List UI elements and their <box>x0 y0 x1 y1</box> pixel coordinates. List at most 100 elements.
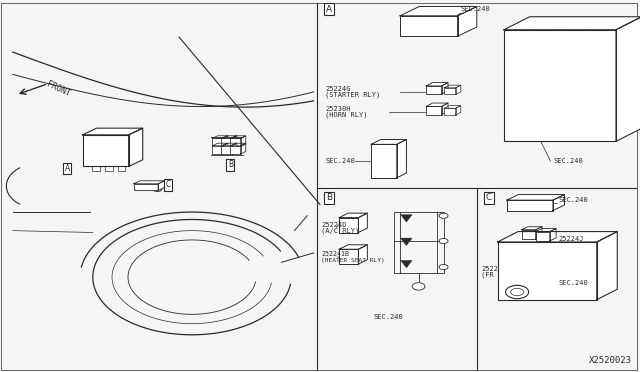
Polygon shape <box>339 245 367 249</box>
Polygon shape <box>442 83 448 94</box>
Text: 25224J: 25224J <box>558 236 584 242</box>
Circle shape <box>439 213 448 218</box>
Polygon shape <box>456 106 461 115</box>
Polygon shape <box>232 136 237 147</box>
Bar <box>118 166 125 171</box>
Bar <box>230 146 241 154</box>
Bar <box>426 86 442 94</box>
Text: 25230H: 25230H <box>325 106 351 112</box>
Polygon shape <box>426 103 448 106</box>
Polygon shape <box>458 6 477 36</box>
Text: C: C <box>486 193 492 202</box>
Polygon shape <box>442 103 448 115</box>
Polygon shape <box>550 228 556 241</box>
Bar <box>507 200 553 211</box>
Bar <box>134 184 158 190</box>
Polygon shape <box>444 85 461 88</box>
Polygon shape <box>401 215 412 222</box>
Text: A: A <box>65 164 70 173</box>
Polygon shape <box>158 181 164 190</box>
Bar <box>221 138 232 147</box>
Polygon shape <box>241 136 246 147</box>
Bar <box>83 135 129 166</box>
Polygon shape <box>596 231 617 300</box>
Bar <box>212 146 223 154</box>
Text: SEC.240: SEC.240 <box>558 280 588 286</box>
Polygon shape <box>134 181 164 184</box>
Bar <box>400 16 458 36</box>
Polygon shape <box>212 143 228 146</box>
Polygon shape <box>129 128 143 166</box>
Text: B: B <box>228 160 233 169</box>
Bar <box>371 144 397 178</box>
Polygon shape <box>221 136 237 138</box>
Polygon shape <box>212 136 228 138</box>
Polygon shape <box>241 143 246 154</box>
Polygon shape <box>232 143 237 154</box>
Text: C: C <box>166 180 171 189</box>
Polygon shape <box>498 231 617 242</box>
Text: 252241B: 252241B <box>321 251 349 257</box>
Polygon shape <box>504 17 640 30</box>
Bar <box>394 212 444 273</box>
Text: FRONT: FRONT <box>45 79 71 98</box>
Circle shape <box>412 283 425 290</box>
Text: SEC.240: SEC.240 <box>461 6 490 12</box>
Polygon shape <box>536 227 542 239</box>
Bar <box>444 88 456 94</box>
Polygon shape <box>397 140 406 178</box>
Bar <box>339 218 358 232</box>
Polygon shape <box>616 17 640 141</box>
Polygon shape <box>401 238 412 246</box>
Polygon shape <box>426 83 448 86</box>
Polygon shape <box>553 195 564 211</box>
Bar <box>230 138 241 147</box>
Circle shape <box>439 264 448 270</box>
Polygon shape <box>223 143 228 154</box>
Text: X2520023: X2520023 <box>589 356 632 365</box>
Text: B: B <box>326 193 332 202</box>
Polygon shape <box>507 195 564 200</box>
Polygon shape <box>456 85 461 94</box>
Polygon shape <box>401 260 412 268</box>
Text: 25224G: 25224G <box>325 86 351 92</box>
Polygon shape <box>522 227 542 230</box>
Text: SEC.240: SEC.240 <box>325 158 355 164</box>
Bar <box>221 146 232 154</box>
Polygon shape <box>358 213 367 232</box>
Bar <box>105 166 113 171</box>
Polygon shape <box>221 143 237 146</box>
Text: (RAD RLY): (RAD RLY) <box>558 241 596 248</box>
Text: SEC.240: SEC.240 <box>558 197 588 203</box>
Text: (HEATER SEAT RLY): (HEATER SEAT RLY) <box>321 258 385 263</box>
Bar <box>536 231 550 241</box>
Text: SEC.240: SEC.240 <box>554 158 583 164</box>
Circle shape <box>506 285 529 299</box>
Polygon shape <box>230 136 246 138</box>
Bar <box>522 230 536 239</box>
Polygon shape <box>223 136 228 147</box>
Text: (HORN RLY): (HORN RLY) <box>325 112 367 118</box>
Text: (A/C RLY): (A/C RLY) <box>321 228 360 234</box>
Text: A: A <box>326 5 332 14</box>
Polygon shape <box>536 228 556 231</box>
Bar <box>426 106 442 115</box>
Bar <box>92 166 100 171</box>
Text: SEC.240: SEC.240 <box>374 314 403 320</box>
Circle shape <box>511 288 524 296</box>
Text: (FR FOG RLY): (FR FOG RLY) <box>481 272 532 278</box>
Polygon shape <box>400 6 477 16</box>
Polygon shape <box>83 128 143 135</box>
Bar <box>498 242 596 300</box>
Polygon shape <box>230 143 246 146</box>
Circle shape <box>153 186 162 192</box>
Polygon shape <box>339 213 367 218</box>
Text: 252240: 252240 <box>481 266 507 272</box>
Circle shape <box>439 238 448 244</box>
Polygon shape <box>444 106 461 108</box>
Text: 25224D: 25224D <box>321 222 347 228</box>
Bar <box>444 108 456 115</box>
Bar <box>339 249 358 264</box>
Bar <box>504 30 616 141</box>
Polygon shape <box>358 245 367 264</box>
